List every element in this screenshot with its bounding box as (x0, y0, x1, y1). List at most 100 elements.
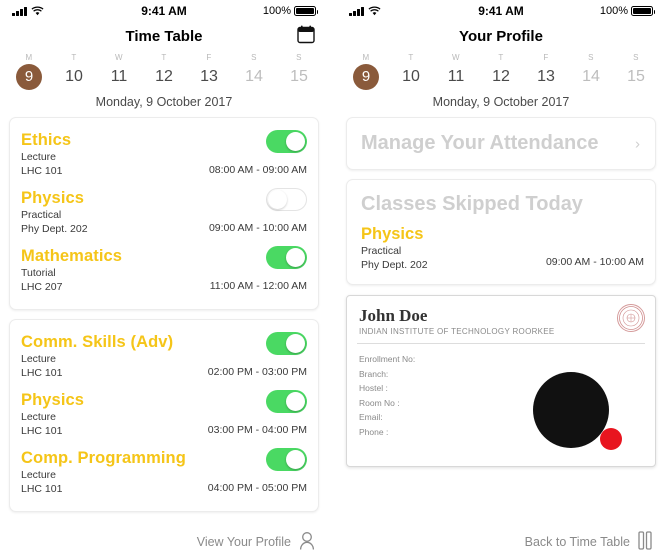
day-col[interactable]: T 12 (482, 53, 520, 90)
day-col[interactable]: W 11 (100, 53, 138, 90)
dow-label: T (408, 53, 414, 62)
institute-seal-icon (617, 304, 645, 332)
day-number[interactable]: 11 (447, 68, 465, 85)
attendance-toggle[interactable] (266, 390, 307, 413)
attendance-toggle[interactable] (266, 246, 307, 269)
id-divider (357, 343, 645, 344)
bottom-bar-right[interactable]: Back to Time Table (337, 524, 665, 560)
class-type: Tutorial (21, 267, 56, 279)
class-title: Ethics (21, 131, 72, 149)
class-room: Phy Dept. 202 (361, 259, 428, 271)
classes-skipped-title: Classes Skipped Today (361, 193, 583, 215)
day-number[interactable]: 10 (402, 68, 420, 85)
battery-percent-label: 100% (599, 5, 628, 17)
nav-bar-right: Your Profile (337, 22, 665, 50)
dow-label: F (543, 53, 549, 62)
dow-label: T (498, 53, 504, 62)
day-number[interactable]: 14 (582, 68, 600, 85)
class-time: 03:00 PM - 04:00 PM (207, 424, 307, 436)
day-col[interactable]: S 15 (617, 53, 655, 90)
battery-percent-label: 100% (262, 5, 291, 17)
day-col[interactable]: S 14 (572, 53, 610, 90)
day-number[interactable]: 13 (537, 68, 555, 85)
class-time: 08:00 AM - 09:00 AM (208, 164, 307, 176)
dow-label: T (161, 53, 167, 62)
dow-label: S (588, 53, 594, 62)
class-title: Comm. Skills (Adv) (21, 333, 174, 351)
day-col[interactable]: S 14 (235, 53, 273, 90)
profile-photo-placeholder (533, 372, 609, 448)
cellular-bars-icon (12, 6, 27, 16)
dow-label: M (362, 53, 370, 62)
class-item[interactable]: Ethics Lecture LHC 101 08:00 AM - 09:00 … (21, 126, 307, 184)
class-item[interactable]: Mathematics Tutorial LHC 207 11:00 AM - … (21, 242, 307, 300)
day-number[interactable]: 11 (110, 68, 128, 85)
class-title: Physics (361, 225, 424, 243)
student-id-card: John Doe INDIAN INSTITUTE OF TECHNOLOGY … (346, 295, 656, 467)
wifi-icon (368, 6, 380, 16)
status-bar-left: 9:41 AM 100% (0, 0, 328, 22)
class-item[interactable]: Physics Lecture LHC 101 03:00 PM - 04:00… (21, 386, 307, 444)
status-left-group (12, 6, 44, 16)
manage-attendance-button[interactable]: Manage Your Attendance › (346, 117, 656, 170)
id-field: Branch: (359, 368, 389, 379)
day-number[interactable]: 14 (245, 68, 263, 85)
attendance-toggle[interactable] (266, 188, 307, 211)
wifi-icon (31, 6, 43, 16)
profile-content: Manage Your Attendance › Classes Skipped… (337, 117, 665, 285)
day-col[interactable]: T 10 (392, 53, 430, 90)
day-col[interactable]: F 13 (190, 53, 228, 90)
class-group-morning: Ethics Lecture LHC 101 08:00 AM - 09:00 … (9, 117, 319, 310)
status-right-group: 100% (262, 5, 318, 17)
id-field: Hostel : (359, 383, 388, 393)
day-number[interactable]: 9 (353, 64, 379, 90)
day-number[interactable]: 13 (200, 68, 218, 85)
battery-full-icon (631, 6, 655, 16)
calendar-icon[interactable] (296, 24, 316, 49)
class-item[interactable]: Comm. Skills (Adv) Lecture LHC 101 02:00… (21, 328, 307, 386)
person-icon[interactable] (298, 531, 316, 553)
id-field: Room No : (359, 397, 400, 408)
dow-label: F (206, 53, 212, 62)
day-number[interactable]: 12 (492, 68, 510, 85)
dow-label: S (296, 53, 302, 62)
status-right-group: 100% (599, 5, 655, 17)
class-time: 02:00 PM - 03:00 PM (207, 366, 307, 378)
day-col[interactable]: T 12 (145, 53, 183, 90)
attendance-toggle[interactable] (266, 332, 307, 355)
day-number[interactable]: 9 (16, 64, 42, 90)
day-col[interactable]: T 10 (55, 53, 93, 90)
dow-label: W (115, 53, 123, 62)
day-number[interactable]: 10 (65, 68, 83, 85)
class-item[interactable]: Physics Practical Phy Dept. 202 09:00 AM… (21, 184, 307, 242)
bottom-bar-left[interactable]: View Your Profile (0, 524, 328, 560)
day-number[interactable]: 15 (627, 68, 645, 85)
day-col[interactable]: F 13 (527, 53, 565, 90)
attendance-toggle[interactable] (266, 448, 307, 471)
dow-label: T (71, 53, 77, 62)
class-room: Phy Dept. 202 (21, 223, 88, 235)
class-time: 09:00 AM - 10:00 AM (208, 222, 307, 234)
institute-name: INDIAN INSTITUTE OF TECHNOLOGY ROORKEE (359, 327, 555, 336)
day-number[interactable]: 15 (290, 68, 308, 85)
skipped-class-item[interactable]: Physics Practical Phy Dept. 202 09:00 AM… (358, 222, 644, 276)
attendance-toggle[interactable] (266, 130, 307, 153)
class-item[interactable]: Comp. Programming Lecture LHC 101 04:00 … (21, 444, 307, 502)
day-number[interactable]: 12 (155, 68, 173, 85)
day-col[interactable]: S 15 (280, 53, 318, 90)
dow-label: S (633, 53, 639, 62)
timetable-icon[interactable] (637, 531, 653, 553)
dow-label: W (452, 53, 460, 62)
cellular-bars-icon (349, 6, 364, 16)
classes-skipped-card: Classes Skipped Today Physics Practical … (346, 179, 656, 285)
day-col[interactable]: W 11 (437, 53, 475, 90)
class-room: LHC 101 (21, 367, 63, 379)
class-type: Lecture (21, 151, 57, 163)
